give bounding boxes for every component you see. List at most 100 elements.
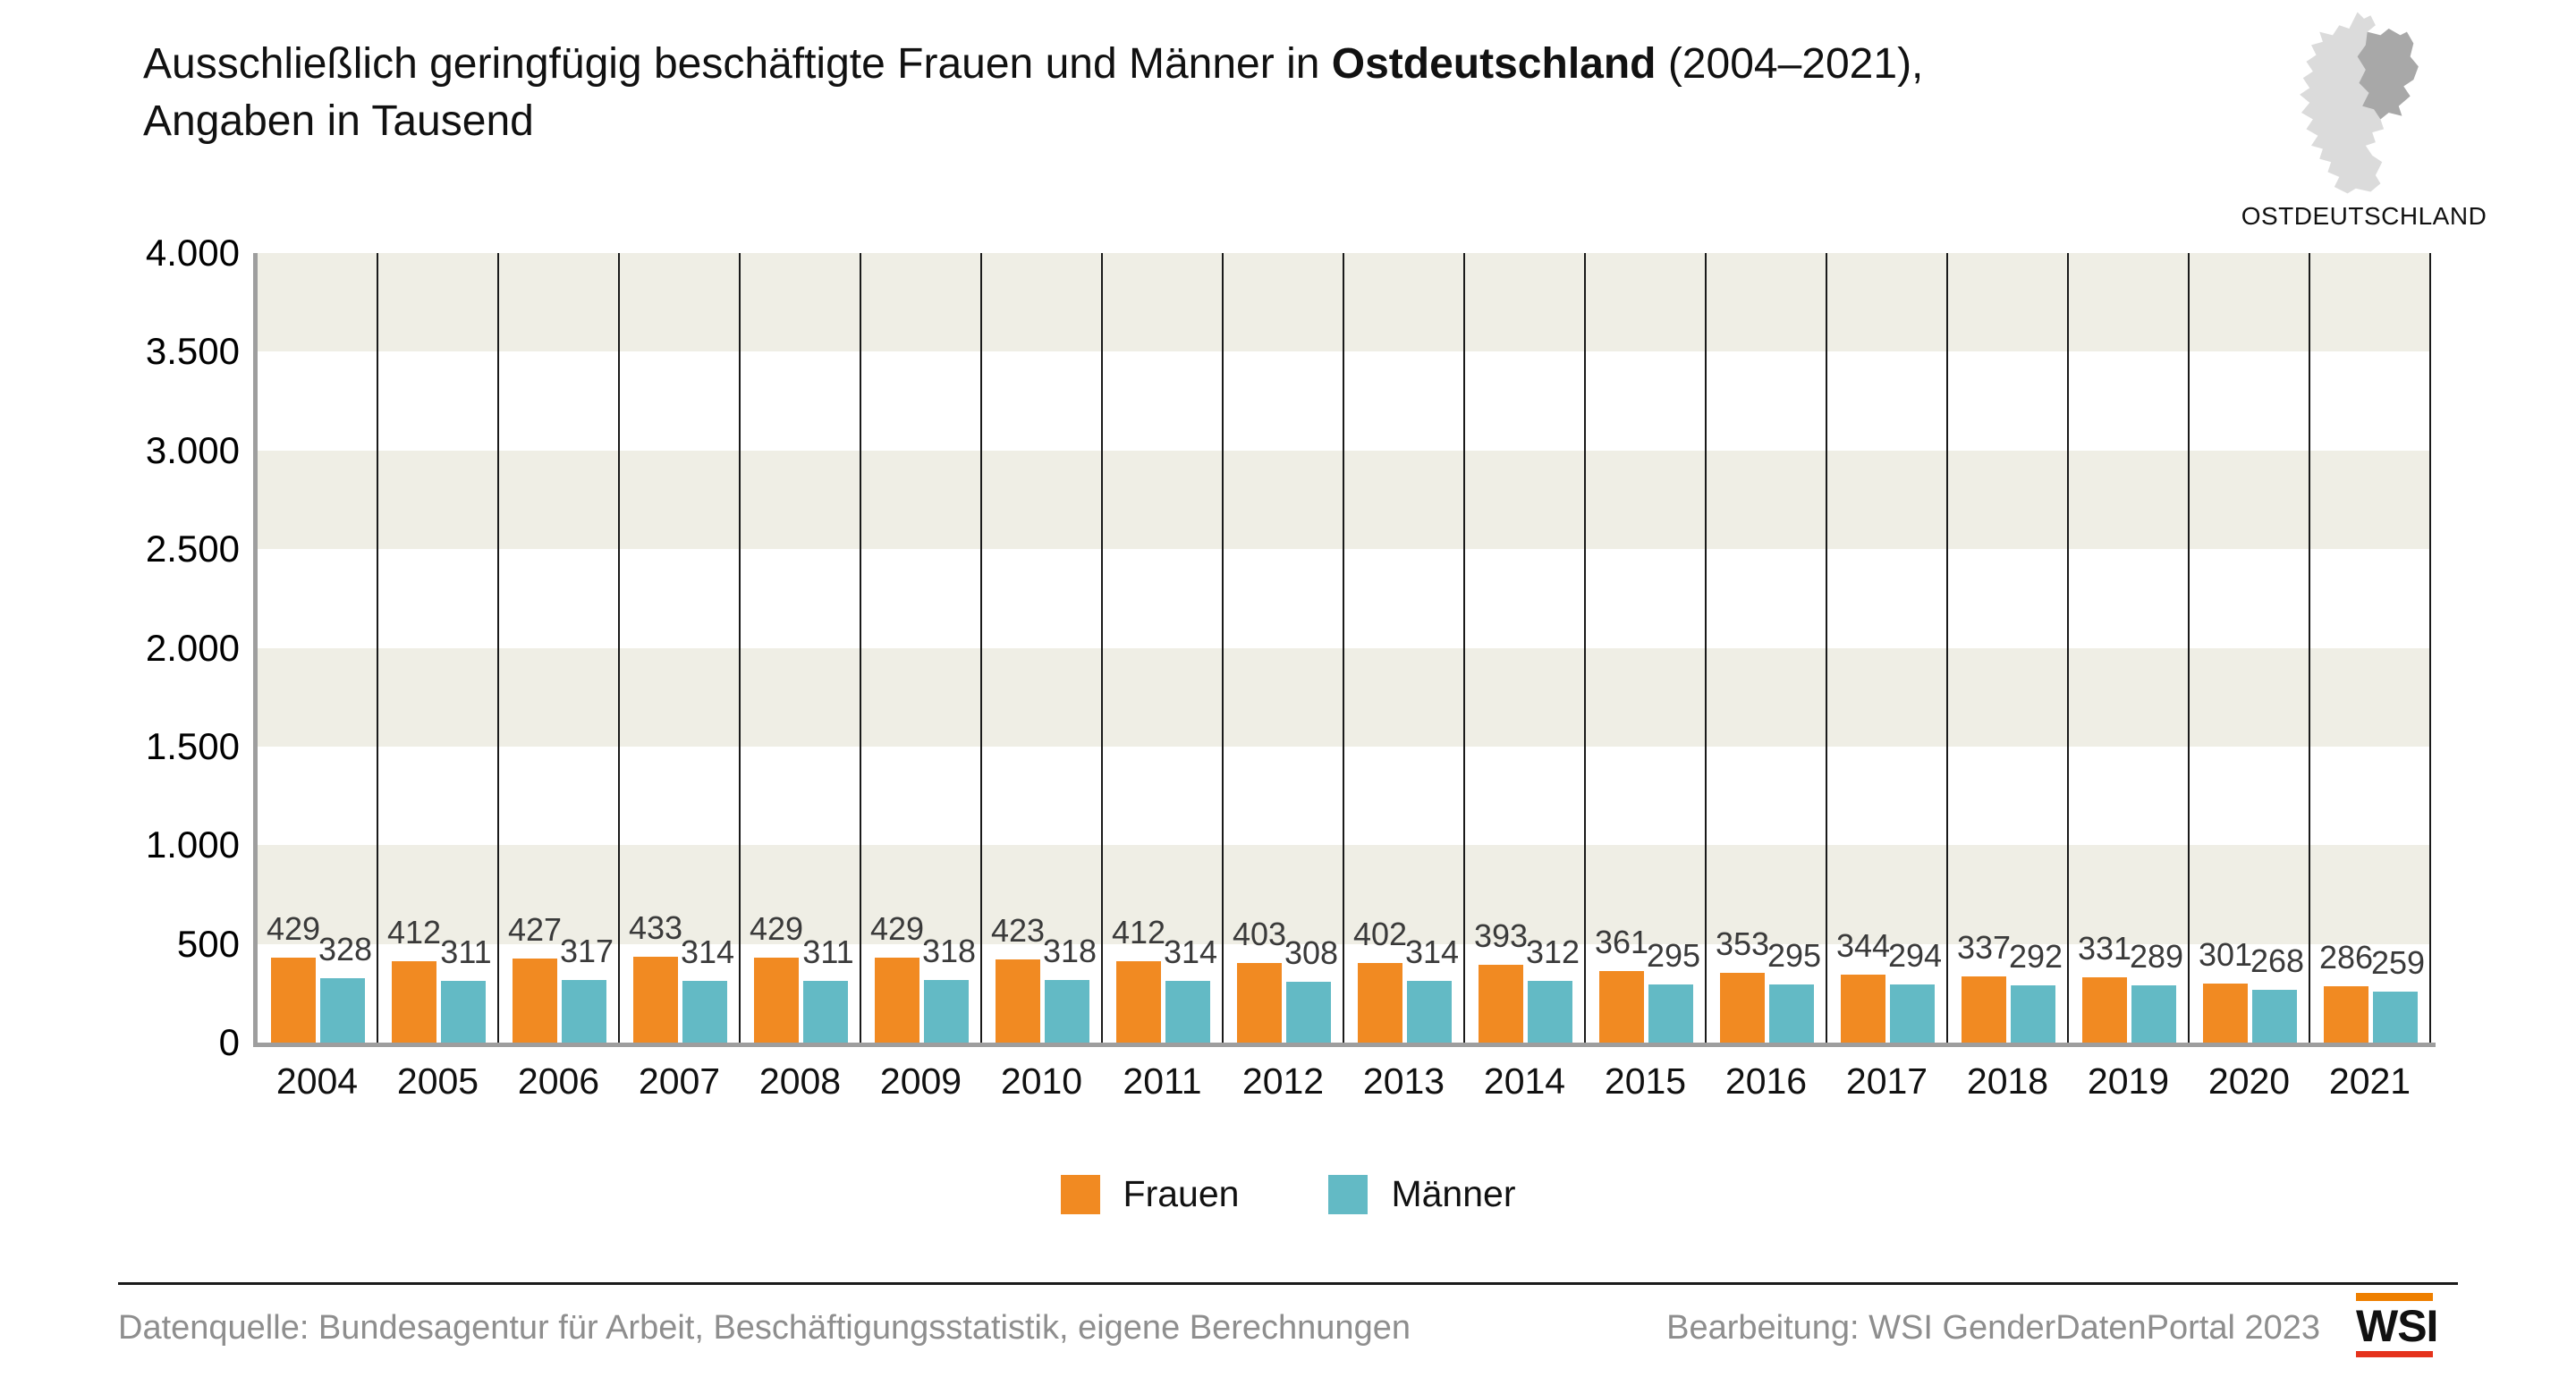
value-label: 259 bbox=[2370, 943, 2426, 981]
bar-männer-2006 bbox=[562, 980, 606, 1043]
bar-männer-2018 bbox=[2011, 984, 2055, 1043]
value-label: 403 bbox=[1232, 916, 1287, 953]
x-tick-label: 2020 bbox=[2207, 1060, 2291, 1102]
legend-swatch bbox=[1060, 1174, 1100, 1214]
value-label: 412 bbox=[1111, 914, 1166, 951]
bar-männer-2007 bbox=[682, 980, 727, 1043]
x-tick-label: 2021 bbox=[2328, 1060, 2411, 1102]
y-tick-label: 4.000 bbox=[145, 232, 240, 274]
x-tick-label: 2008 bbox=[758, 1060, 842, 1102]
grid-band bbox=[258, 450, 2431, 550]
value-label: 295 bbox=[1646, 936, 1701, 974]
value-label: 308 bbox=[1284, 934, 1339, 972]
value-label: 429 bbox=[266, 910, 321, 948]
footer-divider bbox=[118, 1282, 2458, 1285]
year-column: 412 311 2005 bbox=[378, 253, 499, 1102]
bar-männer-2005 bbox=[441, 981, 486, 1043]
value-label: 301 bbox=[2198, 935, 2253, 973]
bar-männer-2011 bbox=[1165, 980, 1210, 1043]
value-label: 295 bbox=[1767, 936, 1822, 974]
year-column: 427 317 2006 bbox=[499, 253, 620, 1102]
legend-label: Männer bbox=[1391, 1173, 1516, 1214]
map-caption: OSTDEUTSCHLAND bbox=[2241, 202, 2487, 230]
bar-männer-2016 bbox=[1769, 984, 1814, 1043]
y-tick-label: 3.500 bbox=[145, 330, 240, 373]
bar-männer-2013 bbox=[1407, 980, 1452, 1043]
value-label: 318 bbox=[921, 932, 977, 969]
bar-frauen-2012 bbox=[1237, 963, 1282, 1043]
value-label: 314 bbox=[1163, 933, 1218, 970]
y-axis: 4.000 3.500 3.000 2.500 2.000 1.500 1.000 500 0 bbox=[0, 232, 240, 1063]
bar-frauen-2010 bbox=[996, 959, 1040, 1043]
value-label: 314 bbox=[1404, 933, 1460, 970]
value-label: 289 bbox=[2129, 938, 2184, 976]
year-column: 429 311 2008 bbox=[741, 253, 861, 1102]
value-label: 286 bbox=[2318, 938, 2374, 976]
x-tick-label: 2010 bbox=[1000, 1060, 1083, 1102]
wsi-logo-bottom-bar bbox=[2356, 1351, 2433, 1357]
y-tick-label: 3.000 bbox=[145, 428, 240, 471]
x-tick-label: 2017 bbox=[1845, 1060, 1928, 1102]
value-label: 361 bbox=[1594, 924, 1649, 961]
x-tick-label: 2014 bbox=[1483, 1060, 1566, 1102]
value-label: 337 bbox=[1956, 928, 2012, 966]
bar-männer-2004 bbox=[320, 977, 365, 1043]
bar-frauen-2017 bbox=[1841, 975, 1885, 1043]
legend: Frauen Männer bbox=[0, 1173, 2576, 1215]
x-tick-label: 2007 bbox=[638, 1060, 721, 1102]
y-tick-label: 500 bbox=[176, 922, 240, 965]
value-label: 311 bbox=[440, 933, 492, 971]
title-region-bold: Ostdeutschland bbox=[1331, 40, 1657, 88]
x-tick-label: 2006 bbox=[517, 1060, 600, 1102]
bar-männer-2009 bbox=[924, 979, 969, 1043]
year-column: 429 328 2004 bbox=[258, 253, 378, 1102]
legend-swatch bbox=[1328, 1174, 1368, 1214]
y-tick-label: 1.500 bbox=[145, 724, 240, 767]
value-label: 317 bbox=[559, 933, 614, 970]
year-column: 423 318 2010 bbox=[982, 253, 1103, 1102]
x-tick-label: 2016 bbox=[1724, 1060, 1808, 1102]
value-label: 328 bbox=[318, 930, 373, 967]
value-label: 393 bbox=[1473, 917, 1529, 955]
legend-item: Männer bbox=[1328, 1173, 1515, 1215]
legend-item: Frauen bbox=[1060, 1173, 1239, 1215]
value-label: 292 bbox=[2008, 937, 2063, 975]
year-column: 402 314 2013 bbox=[1344, 253, 1465, 1102]
wsi-logo-top-bar bbox=[2356, 1293, 2433, 1301]
title-line-1: Ausschließlich geringfügig beschäftigte … bbox=[143, 36, 1923, 93]
year-column: 361 295 2015 bbox=[1586, 253, 1707, 1102]
bar-männer-2019 bbox=[2131, 985, 2176, 1043]
x-tick-label: 2013 bbox=[1362, 1060, 1445, 1102]
grid-band bbox=[258, 845, 2431, 944]
editor-credit-text: Bearbeitung: WSI GenderDatenPortal 2023 bbox=[1666, 1309, 2320, 1347]
value-label: 294 bbox=[1887, 937, 1943, 975]
title-line-2: Angaben in Tausend bbox=[143, 97, 534, 145]
bar-frauen-2019 bbox=[2082, 976, 2127, 1043]
y-tick-label: 2.000 bbox=[145, 626, 240, 669]
y-tick-label: 2.500 bbox=[145, 528, 240, 570]
value-label: 344 bbox=[1835, 927, 1891, 965]
bar-frauen-2006 bbox=[513, 958, 557, 1043]
bar-frauen-2015 bbox=[1599, 971, 1644, 1043]
data-source-text: Datenquelle: Bundesagentur für Arbeit, B… bbox=[118, 1309, 1411, 1347]
value-label: 353 bbox=[1715, 925, 1770, 963]
year-column: 393 312 2014 bbox=[1465, 253, 1586, 1102]
value-label: 318 bbox=[1042, 932, 1097, 969]
bar-frauen-2011 bbox=[1116, 961, 1161, 1043]
value-label: 268 bbox=[2250, 942, 2305, 979]
wsi-logo: WSI bbox=[2356, 1293, 2438, 1357]
chart-title: Ausschließlich geringfügig beschäftigte … bbox=[143, 36, 1923, 150]
bar-frauen-2009 bbox=[875, 958, 919, 1043]
grid-band bbox=[258, 647, 2431, 747]
bar-frauen-2007 bbox=[633, 957, 678, 1043]
value-label: 429 bbox=[749, 910, 804, 948]
bar-frauen-2018 bbox=[1962, 976, 2006, 1043]
title-text: Ausschließlich geringfügig beschäftigte … bbox=[143, 40, 1332, 88]
year-column: 286 259 2021 bbox=[2310, 253, 2431, 1102]
bar-männer-2010 bbox=[1045, 979, 1089, 1043]
x-axis-line bbox=[253, 1043, 2436, 1047]
value-label: 402 bbox=[1352, 916, 1408, 953]
bar-männer-2008 bbox=[803, 981, 848, 1043]
bar-frauen-2021 bbox=[2324, 985, 2368, 1043]
title-years: (2004–2021), bbox=[1656, 40, 1924, 88]
